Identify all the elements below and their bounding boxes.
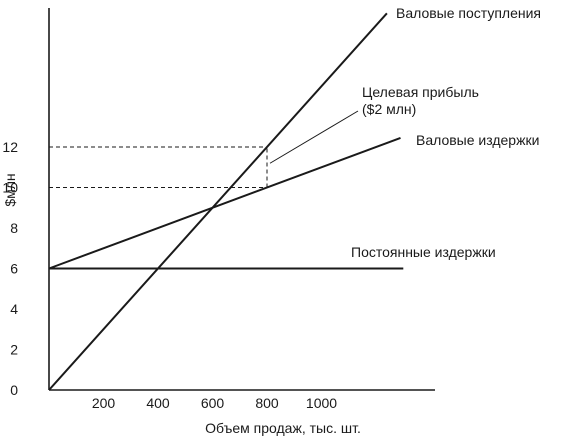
annotation-leader-line xyxy=(269,110,359,164)
series-label-0: Валовые поступления xyxy=(396,5,541,21)
x-tick-label: 200 xyxy=(92,395,116,411)
y-tick-label: 6 xyxy=(10,261,18,277)
reference-lines xyxy=(49,146,268,188)
y-tick-label: 10 xyxy=(2,180,18,196)
x-tick-labels: 200 400 600 800 1000 xyxy=(92,395,337,411)
x-tick-label: 600 xyxy=(201,395,225,411)
y-tick-label: 0 xyxy=(10,382,18,398)
series-line-0 xyxy=(48,12,388,391)
y-tick-label: 4 xyxy=(10,301,18,317)
series-label-1: Валовые издержки xyxy=(416,132,539,148)
series-line-1 xyxy=(48,136,401,270)
x-tick-label: 800 xyxy=(255,395,279,411)
y-tick-label: 8 xyxy=(10,220,18,236)
x-tick-label: 400 xyxy=(146,395,170,411)
annotation-label-line-1: Целевая прибыль xyxy=(362,84,479,100)
series-label-2: Постоянные издержки xyxy=(351,244,496,260)
x-axis-title: Объем продаж, тыс. шт. xyxy=(205,420,361,436)
series-lines xyxy=(48,12,404,391)
series-labels: Валовые поступления Валовые издержки Посто… xyxy=(351,5,541,260)
y-tick-label: 12 xyxy=(2,139,18,155)
annotation-label-line-2: ($2 млн) xyxy=(362,101,416,117)
y-tick-label: 2 xyxy=(10,342,18,358)
y-axis-title: $млн xyxy=(2,173,18,206)
x-tick-label: 1000 xyxy=(306,395,337,411)
y-tick-labels: 0 2 4 6 8 10 12 xyxy=(2,139,18,398)
